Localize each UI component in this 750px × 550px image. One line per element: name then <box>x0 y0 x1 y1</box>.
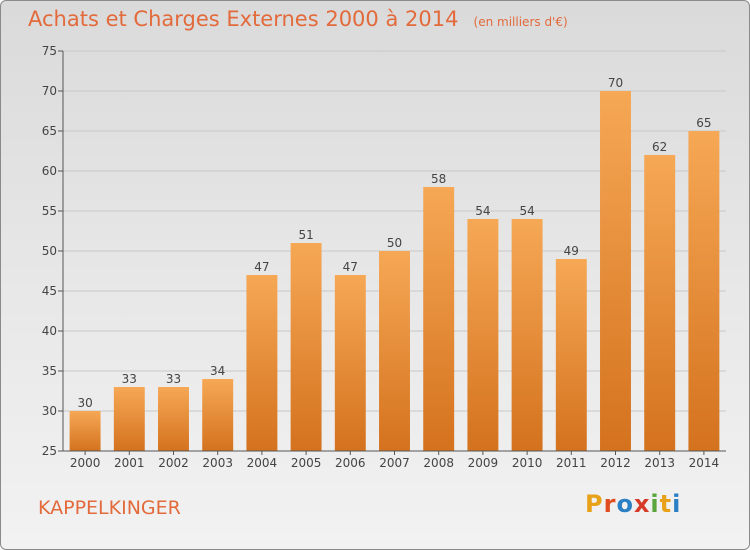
x-tick-label: 2013 <box>644 456 675 470</box>
x-tick-label: 2007 <box>379 456 410 470</box>
bar <box>69 411 101 451</box>
bar <box>423 187 455 451</box>
x-tick-label: 2002 <box>158 456 189 470</box>
x-tick-label: 2000 <box>70 456 101 470</box>
x-tick-label: 2003 <box>202 456 233 470</box>
bar <box>113 387 145 451</box>
x-tick-label: 2011 <box>556 456 587 470</box>
bar <box>290 243 322 451</box>
bar <box>202 379 234 451</box>
data-label: 47 <box>343 260 358 274</box>
data-label: 62 <box>652 140 667 154</box>
data-label: 49 <box>564 244 579 258</box>
x-tick-label: 2010 <box>512 456 543 470</box>
chart-subtitle: (en milliers d'€) <box>473 15 568 29</box>
bar <box>688 131 720 451</box>
bar <box>644 155 676 451</box>
bars <box>69 91 720 451</box>
y-tick-label: 30 <box>42 404 57 418</box>
y-tick-label: 65 <box>42 124 57 138</box>
data-label: 34 <box>210 364 225 378</box>
data-label: 33 <box>166 372 181 386</box>
data-label: 50 <box>387 236 402 250</box>
x-tick-label: 2014 <box>689 456 720 470</box>
data-label: 54 <box>475 204 490 218</box>
data-label: 58 <box>431 172 446 186</box>
labels: 25 30 35 40 45 50 55 60 65 70 75 30 2000 33 2001 33 2002… <box>42 44 719 470</box>
proxiti-logo: Proxiti <box>585 490 682 518</box>
x-tick-label: 2004 <box>247 456 278 470</box>
data-label: 30 <box>77 396 92 410</box>
bar <box>467 219 499 451</box>
data-label: 54 <box>519 204 534 218</box>
bar <box>600 91 631 451</box>
x-tick-label: 2008 <box>423 456 454 470</box>
y-tick-label: 70 <box>42 84 57 98</box>
y-tick-label: 25 <box>42 444 57 458</box>
chart-header: Achats et Charges Externes 2000 à 2014 (… <box>28 7 568 31</box>
x-tick-label: 2006 <box>335 456 366 470</box>
commune-name: KAPPELKINGER <box>38 497 181 519</box>
y-tick-label: 45 <box>42 284 57 298</box>
y-tick-label: 60 <box>42 164 57 178</box>
x-tick-label: 2009 <box>468 456 499 470</box>
data-label: 47 <box>254 260 269 274</box>
data-label: 51 <box>298 228 313 242</box>
x-tick-label: 2005 <box>291 456 322 470</box>
x-tick-label: 2001 <box>114 456 145 470</box>
y-tick-label: 75 <box>42 44 57 58</box>
data-label: 33 <box>122 372 137 386</box>
y-tick-label: 55 <box>42 204 57 218</box>
bar <box>379 251 410 451</box>
bar <box>511 219 543 451</box>
chart-title: Achats et Charges Externes 2000 à 2014 <box>28 7 459 31</box>
bar <box>555 259 587 451</box>
data-label: 70 <box>608 76 623 90</box>
axes <box>58 50 726 455</box>
bar <box>246 275 278 451</box>
bar <box>334 275 366 451</box>
y-tick-label: 50 <box>42 244 57 258</box>
y-tick-label: 40 <box>42 324 57 338</box>
y-tick-label: 35 <box>42 364 57 378</box>
data-label: 65 <box>696 116 711 130</box>
x-tick-label: 2012 <box>600 456 631 470</box>
bar <box>158 387 189 451</box>
